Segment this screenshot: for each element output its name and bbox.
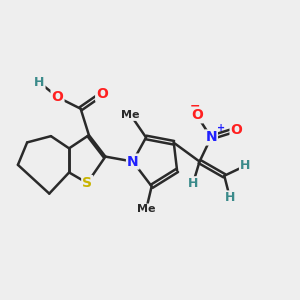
Text: −: − — [190, 99, 200, 112]
Text: H: H — [188, 177, 198, 190]
Text: H: H — [225, 191, 235, 204]
Text: N: N — [127, 154, 139, 169]
Text: N: N — [205, 130, 217, 145]
Text: +: + — [217, 123, 225, 133]
Text: S: S — [82, 176, 92, 190]
Text: O: O — [52, 90, 64, 104]
Text: H: H — [34, 76, 45, 89]
Text: Me: Me — [137, 204, 155, 214]
Text: Me: Me — [121, 110, 140, 120]
Text: O: O — [96, 87, 108, 101]
Text: O: O — [231, 122, 242, 136]
Text: O: O — [191, 108, 203, 122]
Text: H: H — [240, 159, 250, 172]
